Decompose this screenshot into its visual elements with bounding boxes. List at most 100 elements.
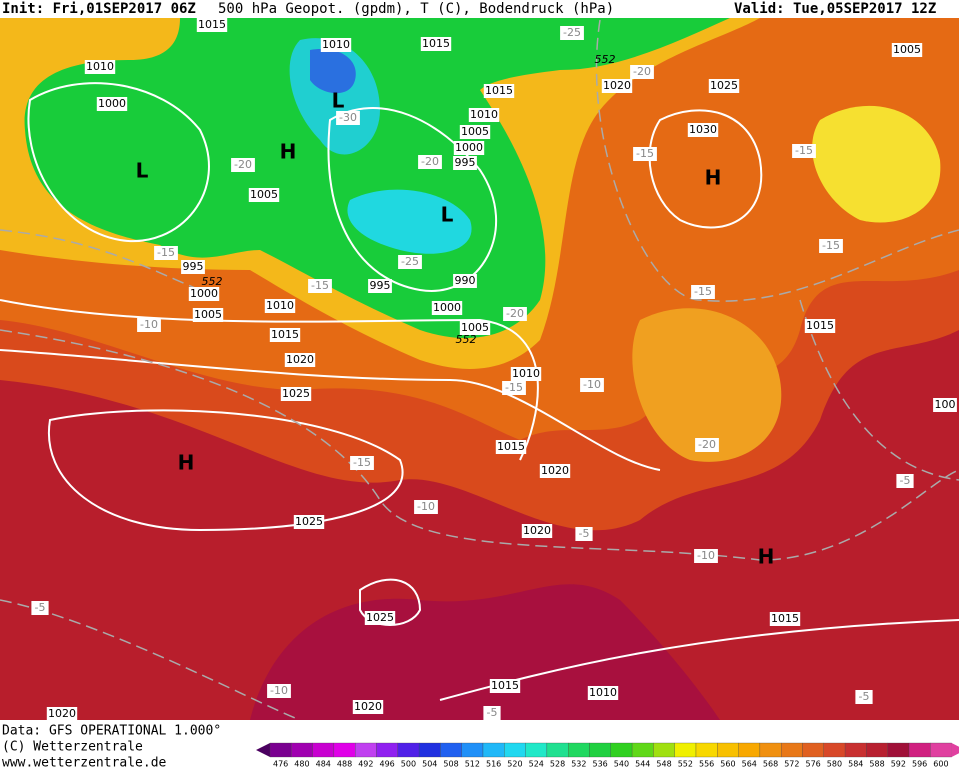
legend-label: 568 xyxy=(763,760,778,769)
isobar-label: 1010 xyxy=(266,299,294,312)
legend-swatch xyxy=(610,742,633,758)
legend-label: 540 xyxy=(614,760,629,769)
isobar-label: 100 xyxy=(935,398,956,411)
temperature-label: -5 xyxy=(579,527,590,540)
legend-label: 560 xyxy=(720,760,735,769)
temperature-label-box xyxy=(695,438,719,452)
isobar-label: 995 xyxy=(370,279,391,292)
legend-label: 588 xyxy=(869,760,884,769)
data-source: Data: GFS OPERATIONAL 1.000° xyxy=(2,724,221,739)
temperature-label-box xyxy=(691,285,715,299)
legend-swatch xyxy=(482,742,505,758)
legend-label: 528 xyxy=(550,760,565,769)
legend-label: 584 xyxy=(848,760,863,769)
isobar-label-box xyxy=(96,97,128,111)
legend-label: 572 xyxy=(784,760,799,769)
legend-swatch xyxy=(568,742,590,758)
isobar-label-box xyxy=(453,156,477,170)
legend-label: 516 xyxy=(486,760,501,769)
isobar-label-box xyxy=(293,515,325,529)
legend-swatch xyxy=(312,742,335,758)
temperature-label-box xyxy=(502,381,526,395)
blue-core xyxy=(310,49,356,94)
isobar-label: 1005 xyxy=(250,188,278,201)
pressure-center: H xyxy=(705,166,722,190)
temperature-label-box xyxy=(137,318,161,332)
temperature-label: -20 xyxy=(234,158,252,171)
legend-label: 556 xyxy=(699,760,714,769)
temperature-label: -5 xyxy=(487,706,498,719)
isobar-label-box xyxy=(587,686,619,700)
isobar-label: 1000 xyxy=(433,301,461,314)
legend-label: 576 xyxy=(806,760,821,769)
temperature-label-box xyxy=(694,549,718,563)
legend-swatch xyxy=(908,742,931,758)
legend-arrow-high xyxy=(951,743,959,757)
isobar-label: 1015 xyxy=(485,84,513,97)
temperature-label-box xyxy=(819,239,843,253)
legend-swatch xyxy=(589,742,611,758)
valid-time: Valid: Tue,05SEP2017 12Z xyxy=(734,1,936,17)
isobar xyxy=(439,619,959,701)
legend-swatch xyxy=(525,742,548,758)
pressure-center: L xyxy=(441,203,454,227)
legend-swatch xyxy=(930,742,952,758)
legend-swatch xyxy=(717,742,739,758)
legend-swatch xyxy=(504,742,526,758)
isobar-label-box xyxy=(708,79,740,93)
isobar-label: 1010 xyxy=(86,60,114,73)
legend-label: 492 xyxy=(358,760,373,769)
pressure-center: L xyxy=(332,89,345,113)
isobar-label-box xyxy=(431,301,463,315)
isobar-label: 1025 xyxy=(295,515,323,528)
temperature-label: -10 xyxy=(140,318,158,331)
legend-swatch xyxy=(695,742,718,758)
title: 500 hPa Geopot. (gpdm), T (C), Bodendruc… xyxy=(218,1,614,17)
temperature-label: -15 xyxy=(157,246,175,259)
website: www.wetterzentrale.de xyxy=(2,756,167,770)
legend-swatch xyxy=(546,742,569,758)
temperature-label: -15 xyxy=(822,239,840,252)
temperature-label-box xyxy=(267,684,291,698)
temperature-label-box xyxy=(350,456,374,470)
isobar-label-box xyxy=(188,287,220,301)
legend-label: 552 xyxy=(678,760,693,769)
legend-swatch xyxy=(844,742,867,758)
temperature-label-box xyxy=(418,155,442,169)
isobar-label: 1010 xyxy=(322,38,350,51)
pressure-center: H xyxy=(758,545,775,569)
isobar-label: 1005 xyxy=(461,321,489,334)
isobar-label-box xyxy=(46,707,78,721)
temperature-label: -15 xyxy=(505,381,523,394)
temperature-label-box xyxy=(792,144,816,158)
isobar-label: 1025 xyxy=(282,387,310,400)
warm-core xyxy=(632,308,782,462)
temperature-label-box xyxy=(308,279,332,293)
isobar xyxy=(27,82,210,243)
legend-label: 600 xyxy=(933,760,948,769)
legend-swatch xyxy=(440,742,462,758)
temperature-label-box xyxy=(855,690,873,704)
legend-label: 480 xyxy=(294,760,309,769)
isobar-label: 1030 xyxy=(689,123,717,136)
legend-swatch xyxy=(397,742,420,758)
isobar-label-box xyxy=(521,524,553,538)
isobar-label-box xyxy=(181,260,205,274)
legend-swatch xyxy=(461,742,484,758)
legend-label: 488 xyxy=(337,760,352,769)
isobar-label: 1005 xyxy=(461,125,489,138)
isobar-label: 1015 xyxy=(271,328,299,341)
legend-swatch xyxy=(333,742,356,758)
isobar-label: 1000 xyxy=(190,287,218,300)
isobar xyxy=(648,109,763,229)
legend-label: 592 xyxy=(891,760,906,769)
temperature-label-box xyxy=(560,26,584,40)
temperature-label: -10 xyxy=(417,500,435,513)
isobar-label: 995 xyxy=(455,156,476,169)
temperature-label: -15 xyxy=(694,285,712,298)
temperature-label-box xyxy=(231,158,255,172)
temperature-label-box xyxy=(154,246,178,260)
isobar-label-box xyxy=(459,321,491,335)
temperature-label: -20 xyxy=(506,307,524,320)
